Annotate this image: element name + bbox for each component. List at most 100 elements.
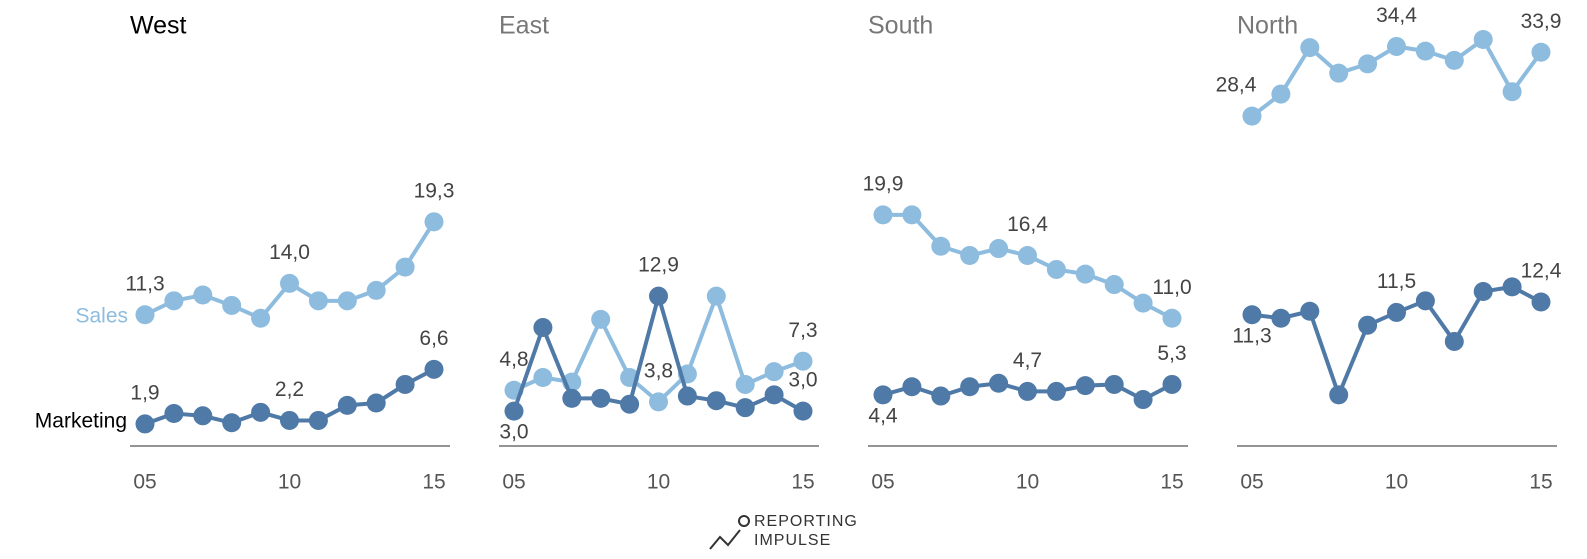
point bbox=[873, 205, 893, 225]
point bbox=[902, 377, 922, 397]
point bbox=[193, 285, 213, 305]
point bbox=[620, 394, 640, 414]
point bbox=[649, 392, 668, 412]
point bbox=[164, 403, 184, 423]
data-label: 11,0 bbox=[1152, 276, 1191, 299]
point bbox=[395, 374, 415, 394]
point bbox=[222, 295, 242, 315]
data-label: 16,4 bbox=[1007, 213, 1048, 236]
point bbox=[591, 388, 611, 408]
point bbox=[1133, 293, 1153, 313]
point bbox=[1387, 36, 1406, 56]
point bbox=[280, 273, 299, 293]
point bbox=[960, 246, 980, 266]
data-label: 19,9 bbox=[863, 172, 904, 195]
point bbox=[308, 291, 328, 311]
x-tick-label: 15 bbox=[1160, 471, 1183, 494]
data-label: 12,9 bbox=[638, 254, 679, 277]
data-label: 3,8 bbox=[644, 359, 673, 382]
logo-text: REPORTING bbox=[754, 513, 858, 530]
point bbox=[1075, 376, 1095, 396]
point bbox=[793, 351, 813, 371]
x-tick-label: 15 bbox=[422, 471, 445, 494]
point bbox=[931, 236, 951, 256]
data-label: 11,3 bbox=[1232, 324, 1271, 347]
logo-icon bbox=[738, 515, 750, 527]
point bbox=[1473, 282, 1493, 302]
legend-label: Sales bbox=[75, 304, 128, 327]
point bbox=[280, 410, 299, 430]
point bbox=[902, 205, 922, 225]
x-tick-label: 05 bbox=[871, 471, 894, 494]
point bbox=[1358, 54, 1378, 74]
point bbox=[649, 286, 668, 306]
data-label: 4,8 bbox=[499, 348, 528, 371]
data-label: 3,0 bbox=[788, 369, 817, 392]
series-line bbox=[144, 220, 436, 321]
data-label: 11,5 bbox=[1377, 270, 1416, 293]
x-tick-label: 05 bbox=[502, 471, 525, 494]
point bbox=[135, 305, 155, 325]
x-tick-label: 15 bbox=[791, 471, 814, 494]
data-label: 5,3 bbox=[1157, 342, 1186, 365]
point bbox=[1162, 374, 1182, 394]
point bbox=[1329, 385, 1349, 405]
point bbox=[337, 395, 357, 415]
point bbox=[735, 398, 755, 418]
point bbox=[1415, 41, 1435, 61]
point bbox=[504, 401, 524, 421]
point bbox=[164, 291, 184, 311]
data-label: 4,7 bbox=[1013, 349, 1042, 372]
data-label: 33,9 bbox=[1521, 10, 1562, 33]
point bbox=[591, 309, 611, 329]
point bbox=[562, 388, 582, 408]
data-label: 11,3 bbox=[125, 272, 164, 295]
point bbox=[222, 413, 242, 433]
series-line bbox=[513, 290, 804, 405]
point bbox=[395, 257, 415, 277]
panel-title: North bbox=[1237, 12, 1298, 40]
data-label: 28,4 bbox=[1216, 74, 1257, 97]
point bbox=[1018, 381, 1037, 401]
panel-title: West bbox=[130, 12, 187, 40]
data-label: 34,4 bbox=[1376, 4, 1417, 27]
point bbox=[1473, 29, 1493, 49]
point bbox=[1271, 84, 1291, 104]
data-label: 3,0 bbox=[499, 421, 528, 444]
point bbox=[793, 401, 813, 421]
data-label: 6,6 bbox=[419, 327, 448, 350]
point bbox=[1162, 308, 1182, 328]
point bbox=[1046, 381, 1066, 401]
point bbox=[873, 385, 893, 405]
point bbox=[533, 318, 553, 338]
point bbox=[1300, 301, 1320, 321]
point bbox=[1300, 38, 1320, 58]
point bbox=[1444, 331, 1464, 351]
point bbox=[366, 393, 386, 413]
panel-title: East bbox=[499, 12, 549, 40]
point bbox=[706, 286, 726, 306]
point bbox=[1242, 106, 1262, 126]
point bbox=[1075, 264, 1095, 284]
point bbox=[1242, 305, 1262, 325]
point bbox=[193, 406, 213, 426]
logo: REPORTING IMPULSE bbox=[709, 513, 858, 550]
x-tick-label: 05 bbox=[1240, 471, 1263, 494]
point bbox=[1133, 390, 1153, 410]
data-label: 1,9 bbox=[130, 381, 159, 404]
data-label: 19,3 bbox=[414, 179, 455, 202]
data-label: 14,0 bbox=[269, 241, 310, 264]
point bbox=[1329, 63, 1349, 83]
data-label: 2,2 bbox=[275, 378, 304, 401]
point bbox=[1018, 246, 1037, 266]
point bbox=[735, 374, 755, 394]
point bbox=[1415, 291, 1435, 311]
point bbox=[989, 373, 1009, 393]
x-tick-label: 15 bbox=[1529, 471, 1552, 494]
point bbox=[1502, 277, 1522, 297]
x-tick-label: 10 bbox=[1016, 471, 1039, 494]
point bbox=[1444, 50, 1464, 70]
point bbox=[424, 212, 444, 232]
point bbox=[1046, 259, 1066, 279]
